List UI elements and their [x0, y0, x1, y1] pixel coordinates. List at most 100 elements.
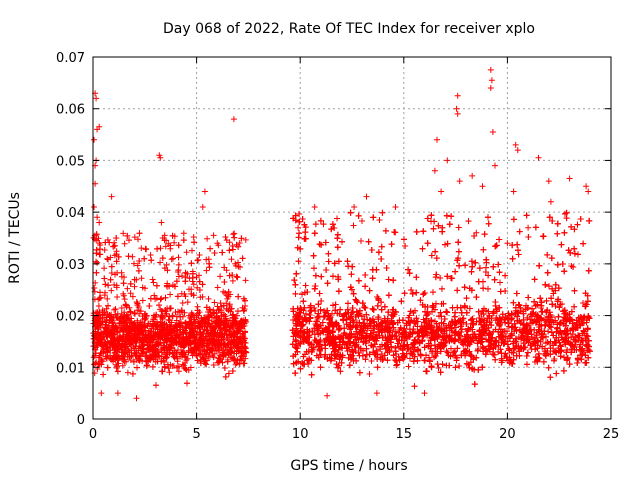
data-point: [121, 296, 128, 303]
data-point: [157, 335, 164, 342]
data-point: [203, 267, 210, 274]
data-point: [163, 237, 170, 244]
data-point: [160, 355, 167, 362]
data-point: [182, 366, 189, 372]
data-point: [98, 361, 105, 368]
data-point: [193, 331, 200, 338]
data-point: [189, 324, 196, 331]
data-point: [213, 310, 220, 317]
data-point: [182, 320, 189, 327]
data-point: [166, 305, 173, 312]
data-point: [188, 290, 195, 297]
data-point: [222, 325, 228, 331]
data-point: [188, 315, 195, 321]
data-point: [147, 333, 154, 340]
data-point: [204, 340, 211, 347]
data-point: [117, 315, 124, 322]
data-point: [152, 313, 159, 320]
data-point: [110, 314, 117, 321]
data-point: [104, 364, 111, 371]
data-point: [131, 310, 138, 317]
data-point: [207, 323, 214, 330]
data-point: [114, 363, 121, 370]
data-point: [132, 343, 139, 350]
data-point: [163, 332, 170, 338]
data-point: [204, 324, 211, 330]
data-point: [228, 256, 235, 263]
data-point: [119, 352, 126, 359]
data-point: [181, 343, 188, 350]
data-point: [175, 308, 181, 315]
data-point: [211, 299, 218, 306]
data-point: [159, 255, 166, 262]
data-point: [177, 313, 184, 320]
data-point: [109, 355, 116, 362]
data-point: [241, 339, 247, 346]
data-point: [96, 318, 103, 325]
data-point: [136, 230, 143, 237]
data-point: [210, 232, 217, 239]
data-point: [182, 278, 189, 285]
data-point: [222, 342, 229, 349]
data-point: [207, 329, 214, 336]
data-point: [229, 243, 236, 249]
data-point: [105, 256, 111, 263]
data-point: [206, 349, 213, 356]
data-point: [127, 290, 134, 297]
data-point: [149, 363, 156, 370]
data-point: [229, 368, 236, 374]
data-point: [105, 282, 112, 289]
data-point: [170, 350, 177, 357]
data-point: [124, 338, 131, 345]
data-point: [205, 313, 212, 320]
data-point: [230, 314, 236, 321]
data-point: [208, 312, 215, 319]
data-point: [102, 353, 109, 360]
data-point: [125, 316, 132, 323]
data-point: [239, 340, 246, 346]
data-point: [108, 287, 115, 294]
data-point: [232, 260, 239, 267]
data-point: [226, 239, 233, 246]
data-point: [123, 358, 129, 365]
data-point: [183, 357, 190, 364]
data-point: [161, 329, 168, 336]
data-point: [108, 329, 115, 336]
data-point: [97, 314, 104, 321]
data-point: [236, 240, 243, 246]
data-point: [93, 313, 100, 320]
data-point: [133, 299, 140, 306]
data-point: [232, 361, 239, 368]
data-point: [221, 331, 228, 338]
data-point: [119, 338, 125, 345]
data-point: [234, 345, 241, 352]
data-point: [128, 320, 135, 327]
data-point: [212, 319, 219, 326]
data-point: [233, 350, 240, 357]
data-point: [234, 333, 241, 340]
data-point: [154, 349, 161, 356]
data-point: [97, 242, 104, 248]
data-point: [93, 231, 100, 238]
data-point: [218, 309, 224, 316]
data-point: [113, 284, 120, 291]
data-point: [217, 273, 224, 280]
data-point: [90, 335, 97, 342]
data-point: [223, 317, 230, 324]
data-point: [181, 350, 188, 356]
data-point: [113, 352, 120, 359]
data-point: [135, 267, 142, 274]
data-point: [181, 365, 188, 371]
data-point: [239, 319, 246, 326]
data-point: [225, 370, 232, 377]
data-point: [112, 306, 119, 313]
data-point: [181, 339, 188, 346]
data-point: [233, 273, 240, 280]
data-point: [92, 316, 99, 323]
data-point: [136, 258, 143, 264]
data-point: [168, 256, 175, 263]
data-point: [235, 308, 241, 315]
data-point: [179, 353, 185, 360]
data-point: [131, 283, 138, 290]
